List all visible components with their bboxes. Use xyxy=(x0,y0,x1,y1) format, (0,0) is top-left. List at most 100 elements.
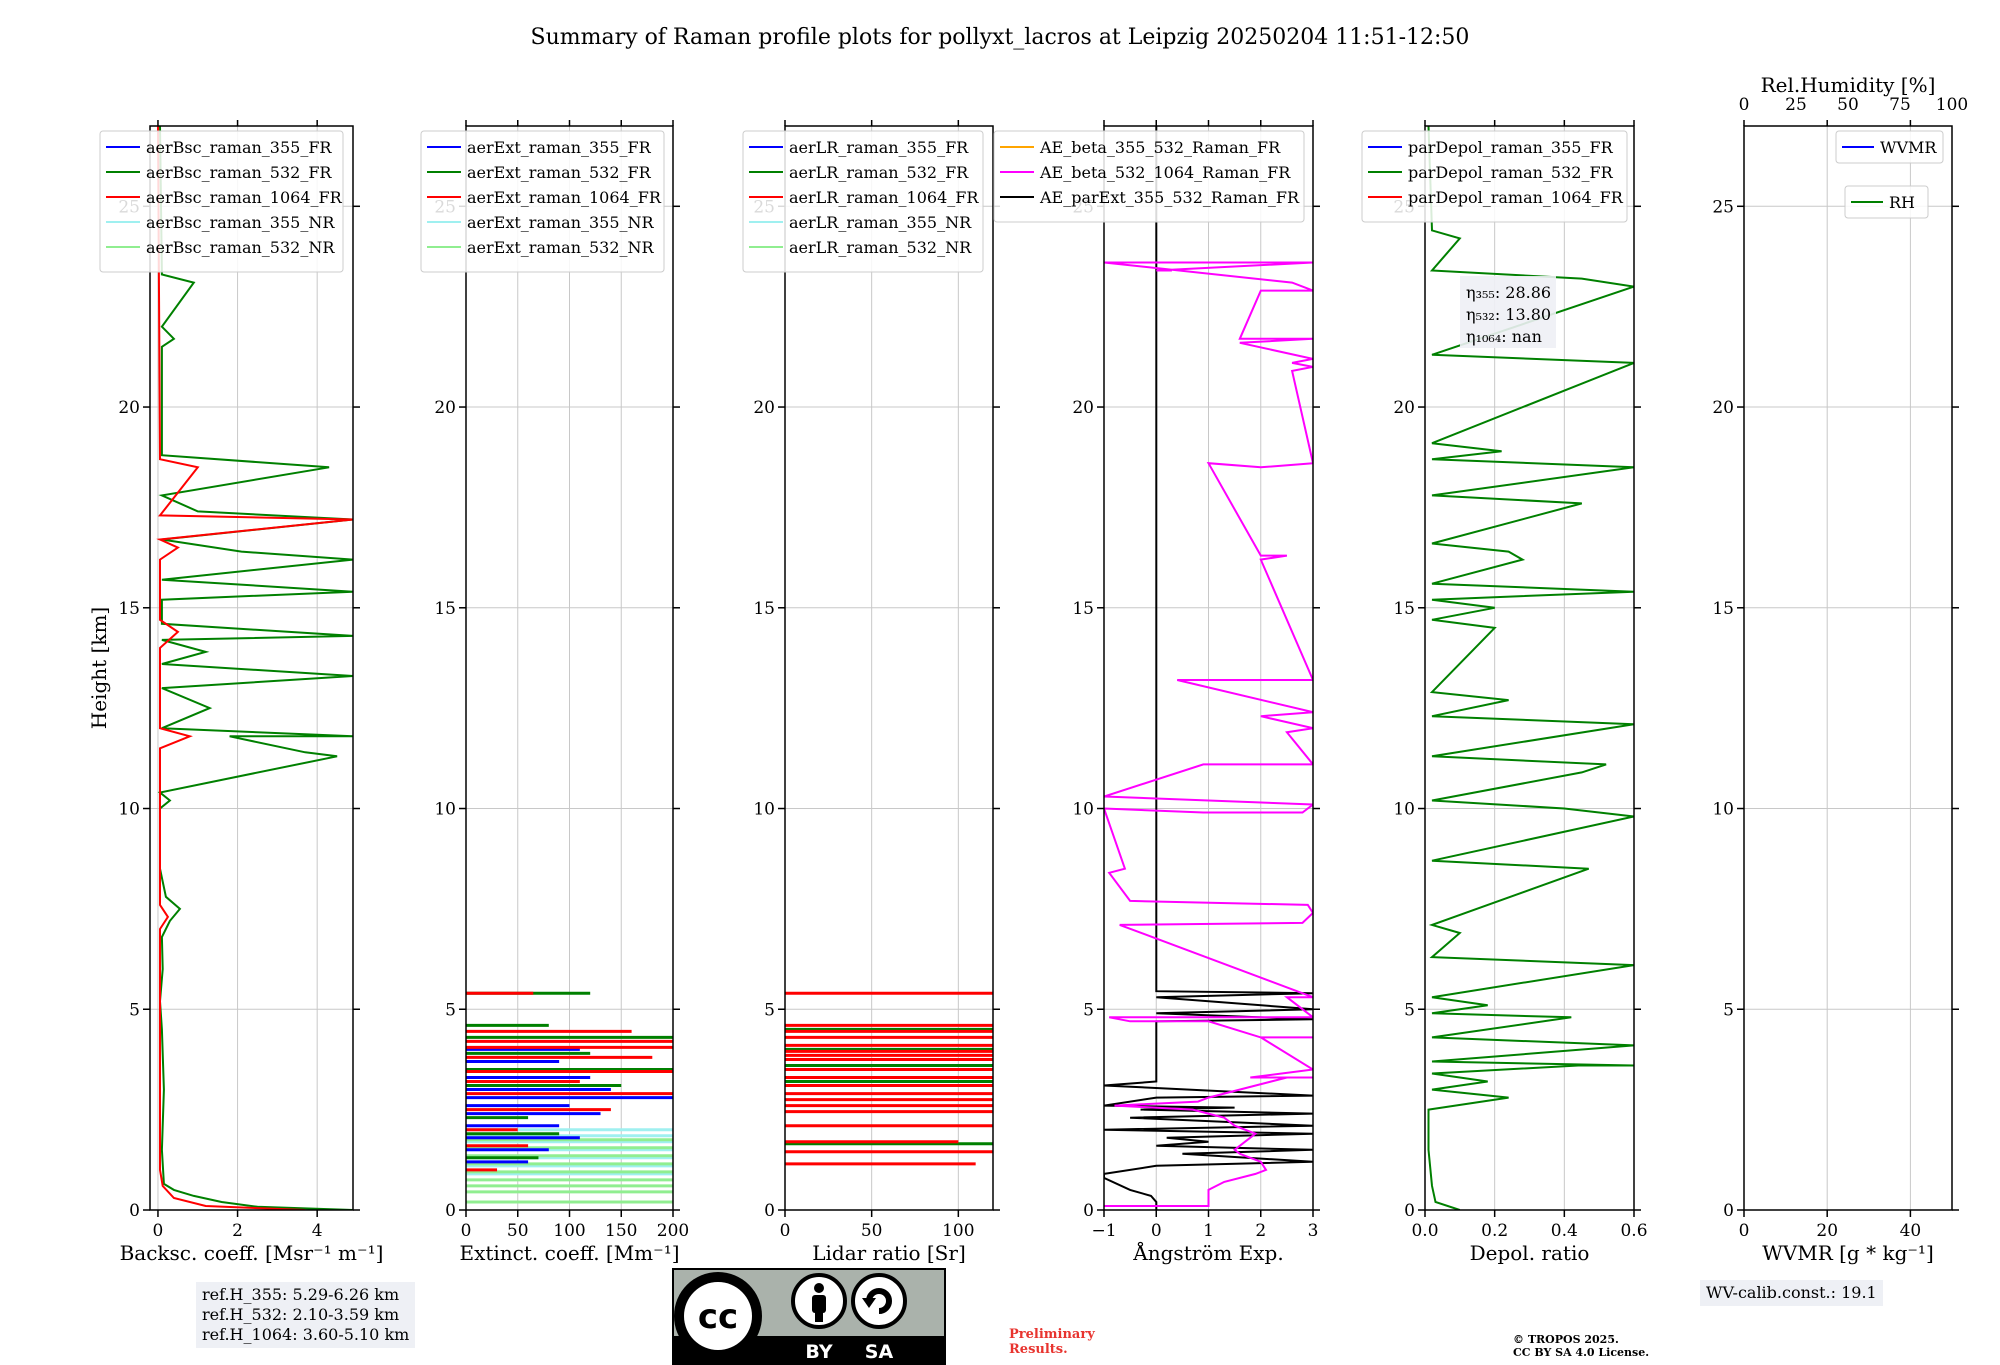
data-area xyxy=(156,126,353,1210)
y-tick-label: 0 xyxy=(1083,1201,1094,1221)
top-x-tick-label: 25 xyxy=(1785,95,1807,115)
axes-frame xyxy=(149,125,354,1211)
y-tick-label: 20 xyxy=(118,398,140,418)
legend-label-aerext-raman-355-nr: aerExt_raman_355_NR xyxy=(467,213,655,232)
y-tick-label: 0 xyxy=(445,1201,456,1221)
copyright-line-2: CC BY SA 4.0 License. xyxy=(1513,1346,1650,1359)
y-tick-label: 10 xyxy=(1712,800,1734,820)
y-tick-label: 0 xyxy=(1404,1201,1415,1221)
legend-box xyxy=(420,130,665,273)
legend-label-aerext-raman-532-nr: aerExt_raman_532_NR xyxy=(467,238,655,257)
axes-frame xyxy=(784,125,994,1211)
preliminary-line-2: Results. xyxy=(1009,1342,1068,1357)
y-tick-label: 15 xyxy=(753,599,775,619)
y-tick-label: 15 xyxy=(1393,599,1415,619)
y-tick-label: 15 xyxy=(1072,599,1094,619)
data-area xyxy=(1427,126,1634,1210)
x-tick-label: 100 xyxy=(553,1221,585,1241)
y-tick-label: 20 xyxy=(1393,398,1415,418)
x-tick-label: 0 xyxy=(1739,1221,1750,1241)
legend-label-aerlr-raman-532-fr: aerLR_raman_532_FR xyxy=(789,163,969,182)
x-tick-label: 3 xyxy=(1308,1221,1319,1241)
series-pardepol-raman-532-fr xyxy=(1427,126,1634,1210)
y-tick-label: 15 xyxy=(1712,599,1734,619)
panel-angstrom: −101230510152025Ångström Exp.AE_beta_355… xyxy=(993,120,1320,1265)
x-tick-label: 50 xyxy=(861,1221,883,1241)
x-axis-label: Ångström Exp. xyxy=(1132,1240,1283,1265)
top-x-tick-label: 100 xyxy=(1936,95,1968,115)
figure-title: Summary of Raman profile plots for polly… xyxy=(531,25,1470,50)
x-tick-label: 0 xyxy=(153,1221,164,1241)
copyright-line-1: © TROPOS 2025. xyxy=(1513,1333,1619,1346)
data-area xyxy=(466,991,673,1204)
y-tick-label: 15 xyxy=(118,599,140,619)
legend-label-ae-parext-355-532-raman-fr: AE_parExt_355_532_Raman_FR xyxy=(1039,188,1300,207)
x-tick-label: 0 xyxy=(461,1221,472,1241)
cc-license-badge: cc BY SA xyxy=(672,1268,946,1365)
y-tick-label: 5 xyxy=(1404,1000,1415,1020)
x-tick-label: 100 xyxy=(942,1221,974,1241)
x-tick-label: 20 xyxy=(1816,1221,1838,1241)
x-axis-label: Lidar ratio [Sr] xyxy=(812,1241,966,1265)
legend-label-aerlr-raman-355-nr: aerLR_raman_355_NR xyxy=(789,213,972,232)
y-tick-label: 5 xyxy=(445,1000,456,1020)
legend-label-aerbsc-raman-532-fr: aerBsc_raman_532_FR xyxy=(146,163,332,182)
series-ae-beta-532-1064-raman-fr xyxy=(1104,261,1313,1207)
cc-sa-label: SA xyxy=(865,1341,894,1363)
eta-annotation-line: η₁₀₆₄: nan xyxy=(1466,327,1542,346)
preliminary-results-note: Preliminary Results. xyxy=(1009,1327,1095,1357)
y-tick-label: 5 xyxy=(1083,1000,1094,1020)
y-tick-label: 5 xyxy=(764,1000,775,1020)
legend-box xyxy=(1844,185,1929,219)
x-tick-label: 50 xyxy=(507,1221,529,1241)
cc-by-label: BY xyxy=(805,1341,832,1363)
top-x-tick-label: 0 xyxy=(1739,95,1750,115)
legend-box xyxy=(1361,130,1628,223)
wv-calibration-constant: WV-calib.const.: 19.1 xyxy=(1706,1283,1877,1302)
y-tick-label: 20 xyxy=(1712,398,1734,418)
legend-box xyxy=(993,130,1305,223)
axes-frame xyxy=(1424,125,1635,1211)
x-axis-label: Depol. ratio xyxy=(1470,1241,1590,1265)
eta-annotation-box xyxy=(1460,276,1556,348)
copyright-note: © TROPOS 2025. CC BY SA 4.0 License. xyxy=(1513,1333,1649,1359)
legend-label-ae-beta-532-1064-raman-fr: AE_beta_532_1064_Raman_FR xyxy=(1039,163,1291,182)
legend-label-pardepol-raman-532-fr: parDepol_raman_532_FR xyxy=(1408,163,1614,182)
x-axis-label: Backsc. coeff. [Msr⁻¹ m⁻¹] xyxy=(120,1241,384,1265)
y-tick-label: 20 xyxy=(434,398,456,418)
y-tick-label: 10 xyxy=(118,800,140,820)
y-tick-label: 10 xyxy=(434,800,456,820)
axes-frame xyxy=(1743,125,1953,1211)
series-aerbsc-raman-1064-fr xyxy=(156,126,353,1210)
data-area xyxy=(1104,126,1313,1210)
top-x-tick-label: 75 xyxy=(1889,95,1911,115)
attribution-person-icon xyxy=(791,1273,847,1329)
x-tick-label: 0 xyxy=(780,1221,791,1241)
x-tick-label: 0 xyxy=(1151,1221,1162,1241)
y-tick-label: 0 xyxy=(129,1201,140,1221)
x-tick-label: 4 xyxy=(312,1221,323,1241)
legend-label-aerlr-raman-1064-fr: aerLR_raman_1064_FR xyxy=(789,188,979,207)
data-area xyxy=(785,991,993,1166)
panel-backscatter: 0240510152025Backsc. coeff. [Msr⁻¹ m⁻¹]H… xyxy=(87,120,383,1265)
y-tick-label: 5 xyxy=(1723,1000,1734,1020)
legend-label-pardepol-raman-355-fr: parDepol_raman_355_FR xyxy=(1408,138,1614,157)
panel-extinction: 0501001502000510152025Extinct. coeff. [M… xyxy=(420,120,689,1265)
svg-text:cc: cc xyxy=(698,1297,738,1337)
reference-height-355: ref.H_355: 5.29-6.26 km xyxy=(202,1285,400,1304)
legend-label-wvmr: WVMR xyxy=(1880,138,1937,157)
legend-label-aerlr-raman-355-fr: aerLR_raman_355_FR xyxy=(789,138,969,157)
eta-annotation-line: η₃₅₅: 28.86 xyxy=(1466,283,1551,302)
reference-height-532: ref.H_532: 2.10-3.59 km xyxy=(202,1305,400,1324)
y-tick-label: 20 xyxy=(753,398,775,418)
legend-label-aerlr-raman-532-nr: aerLR_raman_532_NR xyxy=(789,238,972,257)
panel-depolarization: 0.00.20.40.60510152025Depol. ratioparDep… xyxy=(1361,120,1648,1265)
legend-box xyxy=(1835,130,1944,164)
panel-lidar-ratio: 0501000510152025Lidar ratio [Sr]aerLR_ra… xyxy=(742,120,1000,1265)
x-tick-label: 1 xyxy=(1203,1221,1214,1241)
y-tick-label: 5 xyxy=(129,1000,140,1020)
x-tick-label: 40 xyxy=(1900,1221,1922,1241)
legend-label-ae-beta-355-532-raman-fr: AE_beta_355_532_Raman_FR xyxy=(1039,138,1281,157)
